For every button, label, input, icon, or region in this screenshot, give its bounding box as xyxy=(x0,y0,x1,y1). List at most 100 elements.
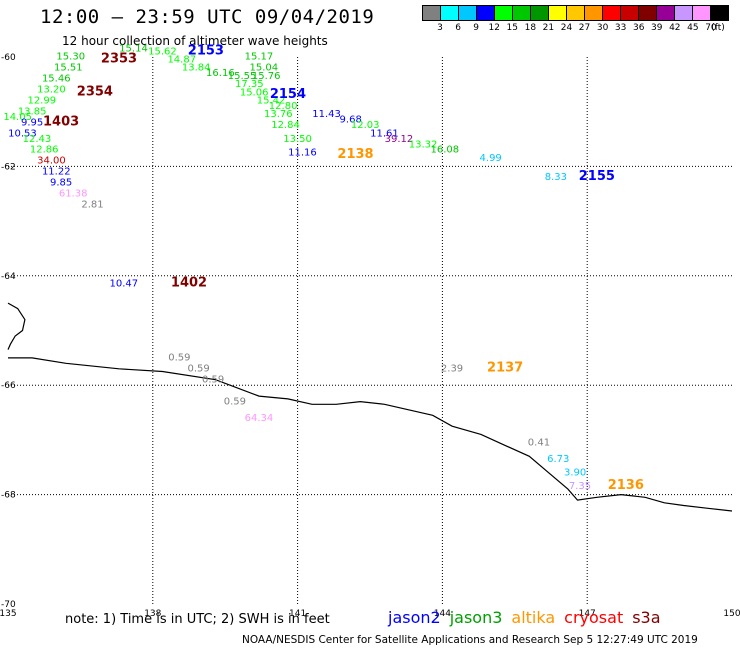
wave-height-label: 14.05 xyxy=(3,112,32,123)
satellite-jason3: jason3 xyxy=(449,608,503,627)
wave-height-label: 10.47 xyxy=(110,279,139,290)
y-tick-label: -66 xyxy=(1,381,16,391)
legend-tick-label: 9 xyxy=(473,23,480,33)
pass-time-label: 2353 xyxy=(101,51,137,66)
legend-tick-label: 33 xyxy=(614,23,627,33)
legend-tick-label: 30 xyxy=(596,23,609,33)
x-tick-label: 147 xyxy=(579,609,596,619)
wave-height-label: 3.90 xyxy=(564,467,586,478)
wave-height-label: 34.00 xyxy=(37,156,66,167)
y-tick-label: -70 xyxy=(1,600,16,610)
x-tick-label: 150 xyxy=(723,609,740,619)
legend-tick-label: 70 xyxy=(705,23,717,33)
wave-height-label: 13.50 xyxy=(283,134,312,145)
legend-swatch xyxy=(567,6,585,20)
wave-height-label: 2.81 xyxy=(81,199,103,210)
legend-label-row: (ft) 3 6 9 12 15 18 21 24 27 30 33 36 39 42 45 70 xyxy=(422,21,729,33)
legend-swatch xyxy=(675,6,693,20)
wave-height-label: 15.17 xyxy=(245,52,274,63)
wave-height-label: 13.76 xyxy=(264,109,293,120)
satellite-s3a: s3a xyxy=(632,608,661,627)
x-tick-label: 138 xyxy=(144,609,161,619)
wave-height-label: 11.16 xyxy=(288,147,317,158)
legend-tick-label: 6 xyxy=(455,23,461,33)
wave-height-label: 13.20 xyxy=(37,85,66,96)
legend-tick-label: 42 xyxy=(669,23,681,33)
wave-height-label: 64.34 xyxy=(245,413,274,424)
wave-height-label: 12.43 xyxy=(23,134,52,145)
wave-height-label: 9.85 xyxy=(50,178,72,189)
wave-height-label: 15.55 xyxy=(228,71,257,82)
wave-height-label: 12.84 xyxy=(271,120,300,131)
wave-height-label: 13.32 xyxy=(409,139,438,150)
wave-height-label: 13.84 xyxy=(182,63,211,74)
legend-tick-label: 39 xyxy=(651,23,663,33)
y-tick-label: -60 xyxy=(1,53,16,63)
satellite-legend: jason2 jason3 altika cryosat s3a xyxy=(388,608,670,627)
legend-swatch xyxy=(495,6,513,20)
wave-height-label: 10.53 xyxy=(8,128,37,139)
wave-height-label: 0.59 xyxy=(224,396,246,407)
legend-swatch-row xyxy=(422,5,729,21)
satellite-jason2: jason2 xyxy=(388,608,441,627)
page-title: 12:00 — 23:59 UTC 09/04/2019 xyxy=(40,6,375,28)
wave-height-label: 15.30 xyxy=(56,52,85,63)
legend-tick-label: 24 xyxy=(560,23,573,33)
wave-height-label: 17.35 xyxy=(235,79,264,90)
wave-height-label: 15.46 xyxy=(42,74,71,85)
wave-height-label: 15.06 xyxy=(240,87,269,98)
wave-height-label: 15.62 xyxy=(148,46,177,57)
legend-swatch xyxy=(693,6,711,20)
color-scale-legend: (ft) 3 6 9 12 15 18 21 24 27 30 33 36 39 42 45 70 xyxy=(422,5,729,33)
legend-swatch xyxy=(477,6,495,20)
x-tick-label: 135 xyxy=(0,609,17,619)
legend-tick-label: 18 xyxy=(524,23,537,33)
pass-time-label: 2138 xyxy=(337,147,373,162)
wave-height-label: 11.61 xyxy=(370,128,399,139)
wave-height-label: 15.04 xyxy=(249,63,278,74)
wave-height-label: 8.33 xyxy=(545,172,567,183)
pass-time-label: 2154 xyxy=(270,87,306,102)
wave-height-label: 9.68 xyxy=(340,115,362,126)
legend-tick-label: 3 xyxy=(437,23,443,33)
wave-height-label: 0.59 xyxy=(202,374,224,385)
legend-swatch xyxy=(441,6,459,20)
legend-tick-label: 12 xyxy=(488,23,500,33)
x-tick-label: 144 xyxy=(434,609,451,619)
wave-height-label: 11.22 xyxy=(42,167,71,178)
page-subtitle: 12 hour collection of altimeter wave hei… xyxy=(62,34,328,48)
wave-height-label: 14.87 xyxy=(167,54,196,65)
wave-height-label: 0.41 xyxy=(528,437,550,448)
wave-height-label: 12.03 xyxy=(351,120,380,131)
wave-height-label: 13.85 xyxy=(18,106,47,117)
legend-tick-label: 15 xyxy=(506,23,519,33)
pass-time-label: 2155 xyxy=(579,169,615,184)
legend-swatch xyxy=(531,6,549,20)
pass-time-label: 1402 xyxy=(171,276,207,291)
wave-height-label: 0.59 xyxy=(188,364,210,375)
credit-line: NOAA/NESDIS Center for Satellite Applica… xyxy=(242,634,698,646)
wave-height-label: 4.99 xyxy=(480,153,502,164)
wave-height-label: 11.43 xyxy=(312,109,341,120)
pass-time-label: 2153 xyxy=(188,43,224,58)
pass-time-label: 1403 xyxy=(43,114,79,129)
wave-height-label: 15.42 xyxy=(257,95,286,106)
legend-swatch xyxy=(657,6,675,20)
legend-swatch xyxy=(585,6,603,20)
legend-swatch xyxy=(459,6,477,20)
legend-unit: (ft) xyxy=(711,23,725,33)
y-tick-label: -64 xyxy=(1,272,16,282)
legend-swatch xyxy=(639,6,657,20)
wave-height-label: 15.51 xyxy=(54,63,83,74)
coastline-segment xyxy=(7,302,26,350)
y-tick-label: -68 xyxy=(1,491,16,501)
x-tick-label: 141 xyxy=(289,609,306,619)
legend-swatch xyxy=(711,6,728,20)
wave-height-label: 7.35 xyxy=(569,481,591,492)
wave-height-label: 0.59 xyxy=(168,353,190,364)
wave-height-label: 2.39 xyxy=(441,364,463,375)
legend-tick-label: 36 xyxy=(632,23,645,33)
wave-height-label: 12.86 xyxy=(30,145,59,156)
pass-time-label: 2136 xyxy=(608,478,644,493)
